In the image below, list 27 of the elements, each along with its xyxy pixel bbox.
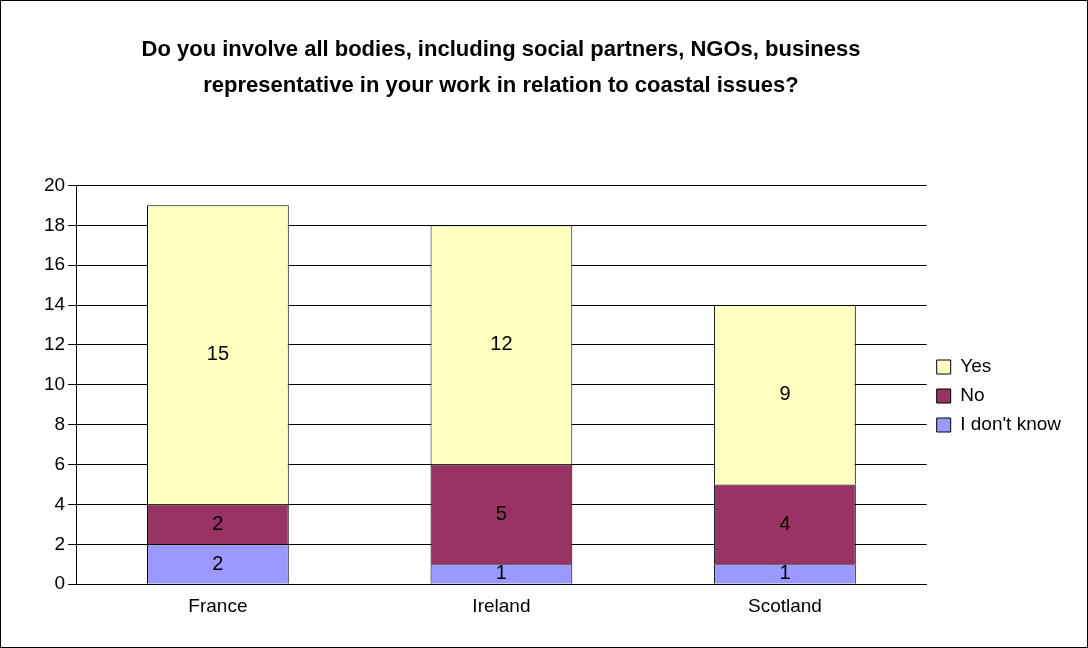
x-tick-label: Ireland (472, 594, 531, 616)
data-label: 5 (495, 501, 507, 524)
y-tick-label: 10 (43, 373, 66, 395)
y-tick-label: 18 (43, 213, 66, 235)
y-tick-label: 6 (54, 452, 66, 474)
y-tick-label: 12 (43, 333, 66, 355)
y-tick-label: 0 (54, 572, 66, 594)
data-label: 2 (212, 511, 224, 534)
legend-label: I don't know (960, 413, 1062, 435)
y-tick-label: 2 (54, 532, 66, 554)
data-label: 4 (779, 511, 791, 534)
data-label: 15 (206, 342, 230, 365)
data-label: 1 (495, 561, 507, 584)
y-tick-label: 14 (43, 293, 66, 315)
y-tick-label: 16 (43, 253, 66, 275)
data-label: 9 (779, 382, 791, 405)
chart-title: Do you involve all bodies, including social partners, NGOs, business representative in your work in relation to coastal issues? (141, 35, 861, 99)
x-tick-label: France (188, 594, 248, 616)
data-label: 2 (212, 551, 224, 574)
y-tick-label: 20 (43, 173, 66, 195)
x-tick-label: Scotland (747, 594, 822, 616)
data-label: 1 (779, 561, 791, 584)
y-tick-label: 4 (54, 492, 66, 514)
legend-label: Yes (960, 355, 992, 377)
data-label: 12 (490, 332, 513, 355)
legend-label: No (960, 384, 985, 406)
y-tick-label: 8 (54, 412, 66, 434)
